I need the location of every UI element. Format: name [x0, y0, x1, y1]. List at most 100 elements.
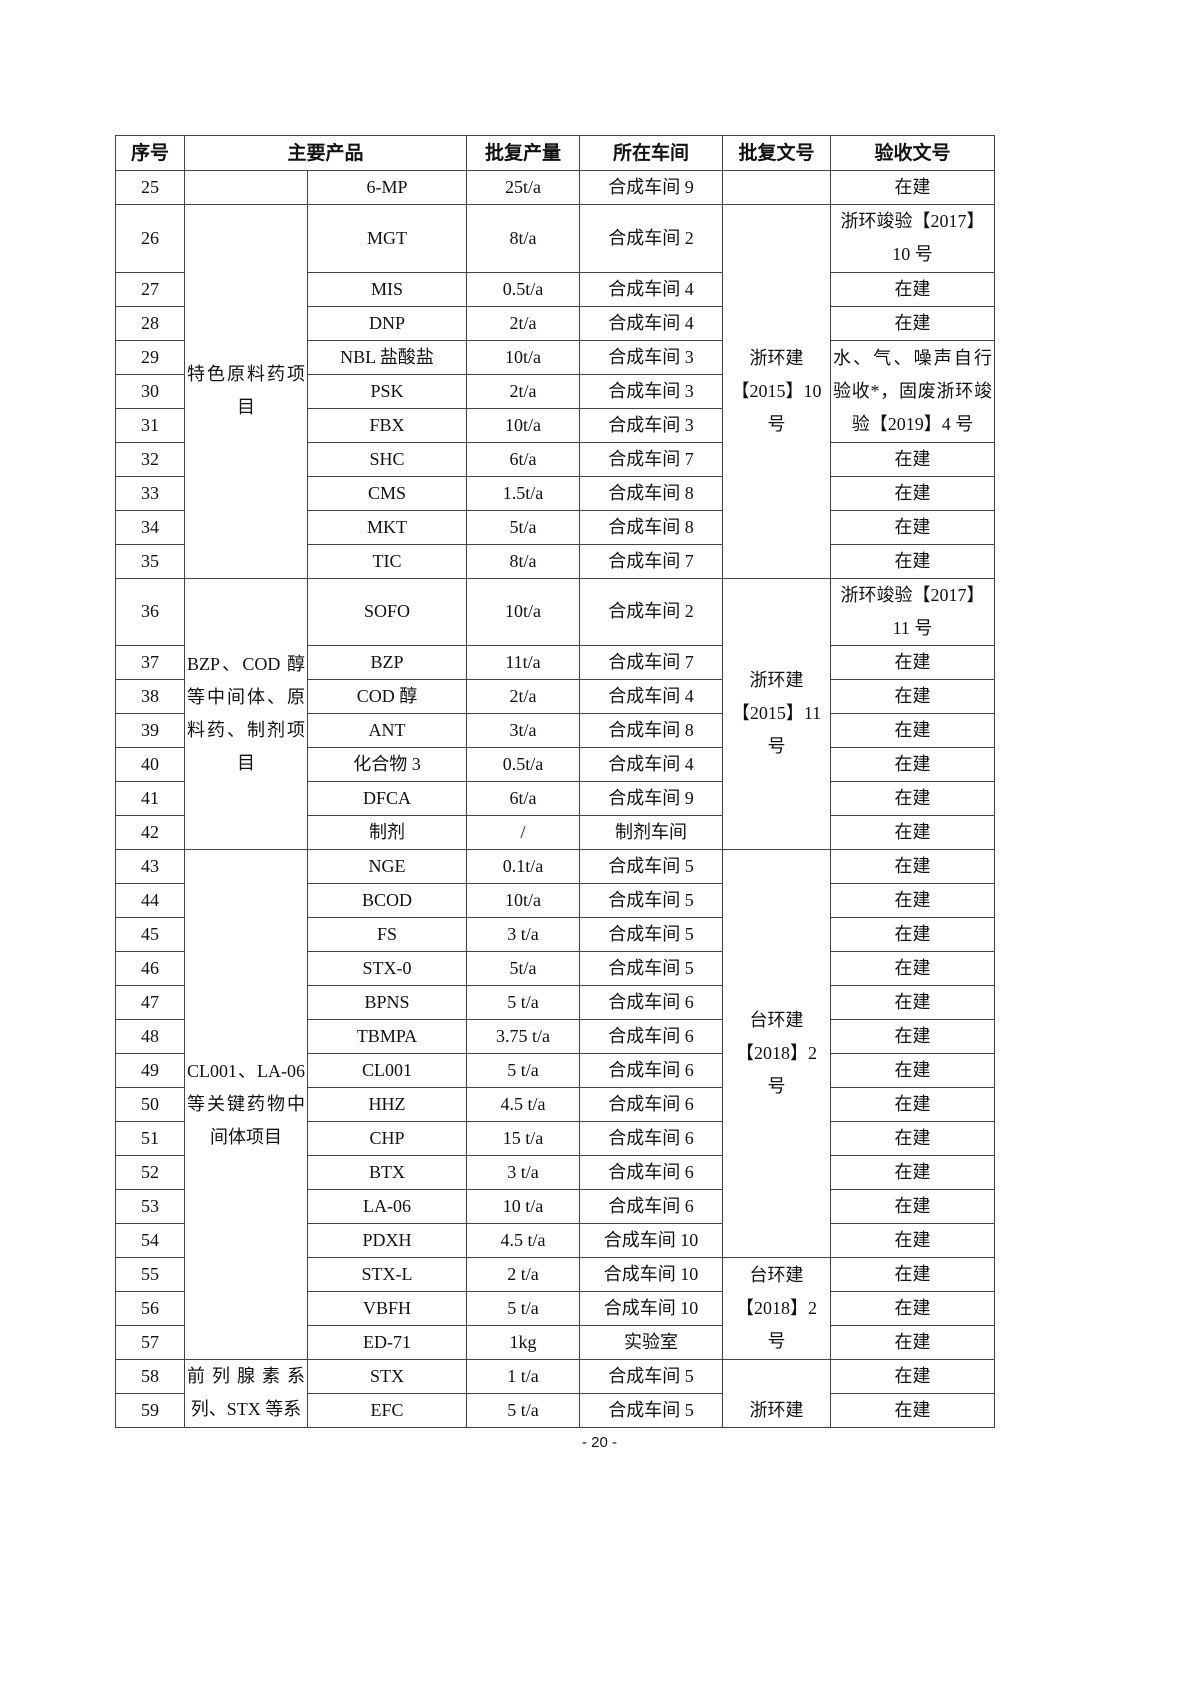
product-cell: STX-0 [306, 951, 468, 986]
approval-doc-cell: 台环建【2018】2 号 [722, 1257, 832, 1360]
capacity-cell: 10t/a [466, 883, 581, 918]
row-number: 56 [115, 1291, 185, 1326]
workshop-cell: 合成车间 7 [579, 543, 724, 579]
workshop-cell: 合成车间 5 [579, 883, 724, 918]
workshop-cell: 合成车间 4 [579, 679, 724, 714]
workshop-cell: 合成车间 3 [579, 407, 724, 443]
workshop-cell: 合成车间 8 [579, 475, 724, 511]
product-cell: BTX [306, 1155, 468, 1190]
workshop-cell: 合成车间 5 [579, 1359, 724, 1394]
row-number: 50 [115, 1087, 185, 1122]
capacity-cell: 5 t/a [466, 1053, 581, 1088]
row-number: 33 [115, 475, 185, 511]
table-row: 31 FBX 10t/a 合成车间 3 [115, 407, 995, 443]
approval-doc-cell: 浙环建【2015】11 号 [722, 577, 832, 850]
workshop-cell: 合成车间 10 [579, 1257, 724, 1292]
product-cell: CHP [306, 1121, 468, 1156]
workshop-cell: 合成车间 5 [579, 849, 724, 884]
product-cell: 6-MP [306, 170, 468, 205]
table-row: 52 BTX 3 t/a 合成车间 6 在建 [115, 1155, 996, 1190]
product-cell: HHZ [306, 1087, 468, 1122]
product-cell: FS [306, 917, 468, 952]
workshop-cell: 合成车间 10 [579, 1223, 724, 1258]
row-number: 39 [115, 713, 185, 748]
row-number: 41 [115, 781, 185, 816]
acceptance-cell: 在建 [830, 305, 996, 341]
workshop-cell: 合成车间 6 [579, 1087, 724, 1122]
product-cell: CMS [306, 475, 468, 511]
capacity-cell: 10t/a [466, 407, 581, 443]
acceptance-cell: 在建 [830, 509, 996, 545]
table-row: 32 SHC 6t/a 合成车间 7 在建 [115, 441, 996, 477]
capacity-cell: 5 t/a [466, 1291, 581, 1326]
capacity-cell: 2 t/a [466, 1257, 581, 1292]
table-body: 25 6-MP 25t/a 合成车间 9 在建 26 特色原料药项目 MGT 8t/a 合成车间 … [115, 170, 996, 1428]
product-cell: PDXH [306, 1223, 468, 1258]
product-cell: MKT [306, 509, 468, 545]
product-cell: ANT [306, 713, 468, 748]
acceptance-cell: 在建 [830, 815, 996, 850]
product-cell: MGT [306, 204, 468, 273]
row-number: 42 [115, 815, 185, 850]
row-number: 43 [115, 849, 185, 884]
table-row: 41 DFCA 6t/a 合成车间 9 在建 [115, 781, 996, 816]
table-row: 48 TBMPA 3.75 t/a 合成车间 6 在建 [115, 1019, 996, 1054]
table-row: 33 CMS 1.5t/a 合成车间 8 在建 [115, 475, 996, 511]
row-number: 35 [115, 543, 185, 579]
table-row: 55 STX-L 2 t/a 合成车间 10 台环建【2018】2 号在建 [115, 1257, 996, 1360]
capacity-cell: 1kg [466, 1325, 581, 1360]
acceptance-cell: 在建 [830, 1019, 996, 1054]
product-cell: BZP [306, 645, 468, 680]
acceptance-cell: 在建 [830, 271, 996, 307]
capacity-cell: 10t/a [466, 339, 581, 375]
row-number: 53 [115, 1189, 185, 1224]
workshop-cell: 合成车间 8 [579, 509, 724, 545]
capacity-cell: 2t/a [466, 373, 581, 409]
table-row: 53 LA-06 10 t/a 合成车间 6 在建 [115, 1189, 996, 1224]
header-approval: 批复文号 [722, 135, 832, 171]
workshop-cell: 合成车间 7 [579, 645, 724, 680]
workshop-cell: 合成车间 9 [579, 170, 724, 205]
project-group-cell: 前列腺素系列、STX 等系 [184, 1359, 308, 1428]
acceptance-cell: 在建 [830, 713, 996, 748]
acceptance-cell: 在建 [830, 543, 996, 579]
workshop-cell: 合成车间 8 [579, 713, 724, 748]
table-row: 28 DNP 2t/a 合成车间 4 在建 [115, 305, 996, 341]
capacity-cell: 5 t/a [466, 985, 581, 1020]
workshop-cell: 合成车间 9 [579, 781, 724, 816]
workshop-cell: 合成车间 3 [579, 373, 724, 409]
acceptance-cell: 水、气、噪声自行验收*，固废浙环竣验【2019】4 号 [830, 339, 996, 443]
product-cell: COD 醇 [306, 679, 468, 714]
row-number: 27 [115, 271, 185, 307]
row-number: 58 [115, 1359, 185, 1394]
table-row: 37 BZP 11t/a 合成车间 7 在建 [115, 645, 996, 680]
acceptance-cell: 在建 [830, 747, 996, 782]
header-no: 序号 [115, 135, 185, 171]
capacity-cell: 5t/a [466, 509, 581, 545]
workshop-cell: 合成车间 6 [579, 1189, 724, 1224]
acceptance-cell: 浙环竣验【2017】11 号 [830, 577, 996, 646]
row-number: 48 [115, 1019, 185, 1054]
capacity-cell: 8t/a [466, 204, 581, 273]
header-capacity: 批复产量 [466, 135, 581, 171]
capacity-cell: 8t/a [466, 543, 581, 579]
table-row: 54 PDXH 4.5 t/a 合成车间 10 在建 [115, 1223, 996, 1258]
capacity-cell: 4.5 t/a [466, 1087, 581, 1122]
approval-doc-cell: 浙环建【2015】10 号 [722, 204, 832, 579]
product-cell: LA-06 [306, 1189, 468, 1224]
row-number: 40 [115, 747, 185, 782]
acceptance-cell: 在建 [830, 1155, 996, 1190]
project-group-cell: CL001、LA-06 等关键药物中间体项目 [184, 849, 308, 1360]
project-group-cell: BZP、COD 醇等中间体、原料药、制剂项目 [184, 577, 308, 850]
row-number: 29 [115, 339, 185, 375]
acceptance-cell: 在建 [830, 1325, 996, 1360]
workshop-cell: 合成车间 4 [579, 747, 724, 782]
acceptance-cell: 在建 [830, 1053, 996, 1088]
workshop-cell: 合成车间 10 [579, 1291, 724, 1326]
capacity-cell: 11t/a [466, 645, 581, 680]
project-group-cell: 特色原料药项目 [184, 204, 308, 579]
table-row: 57 ED-71 1kg 实验室 在建 [115, 1325, 996, 1360]
acceptance-cell: 在建 [830, 1257, 996, 1292]
capacity-cell: 2t/a [466, 305, 581, 341]
